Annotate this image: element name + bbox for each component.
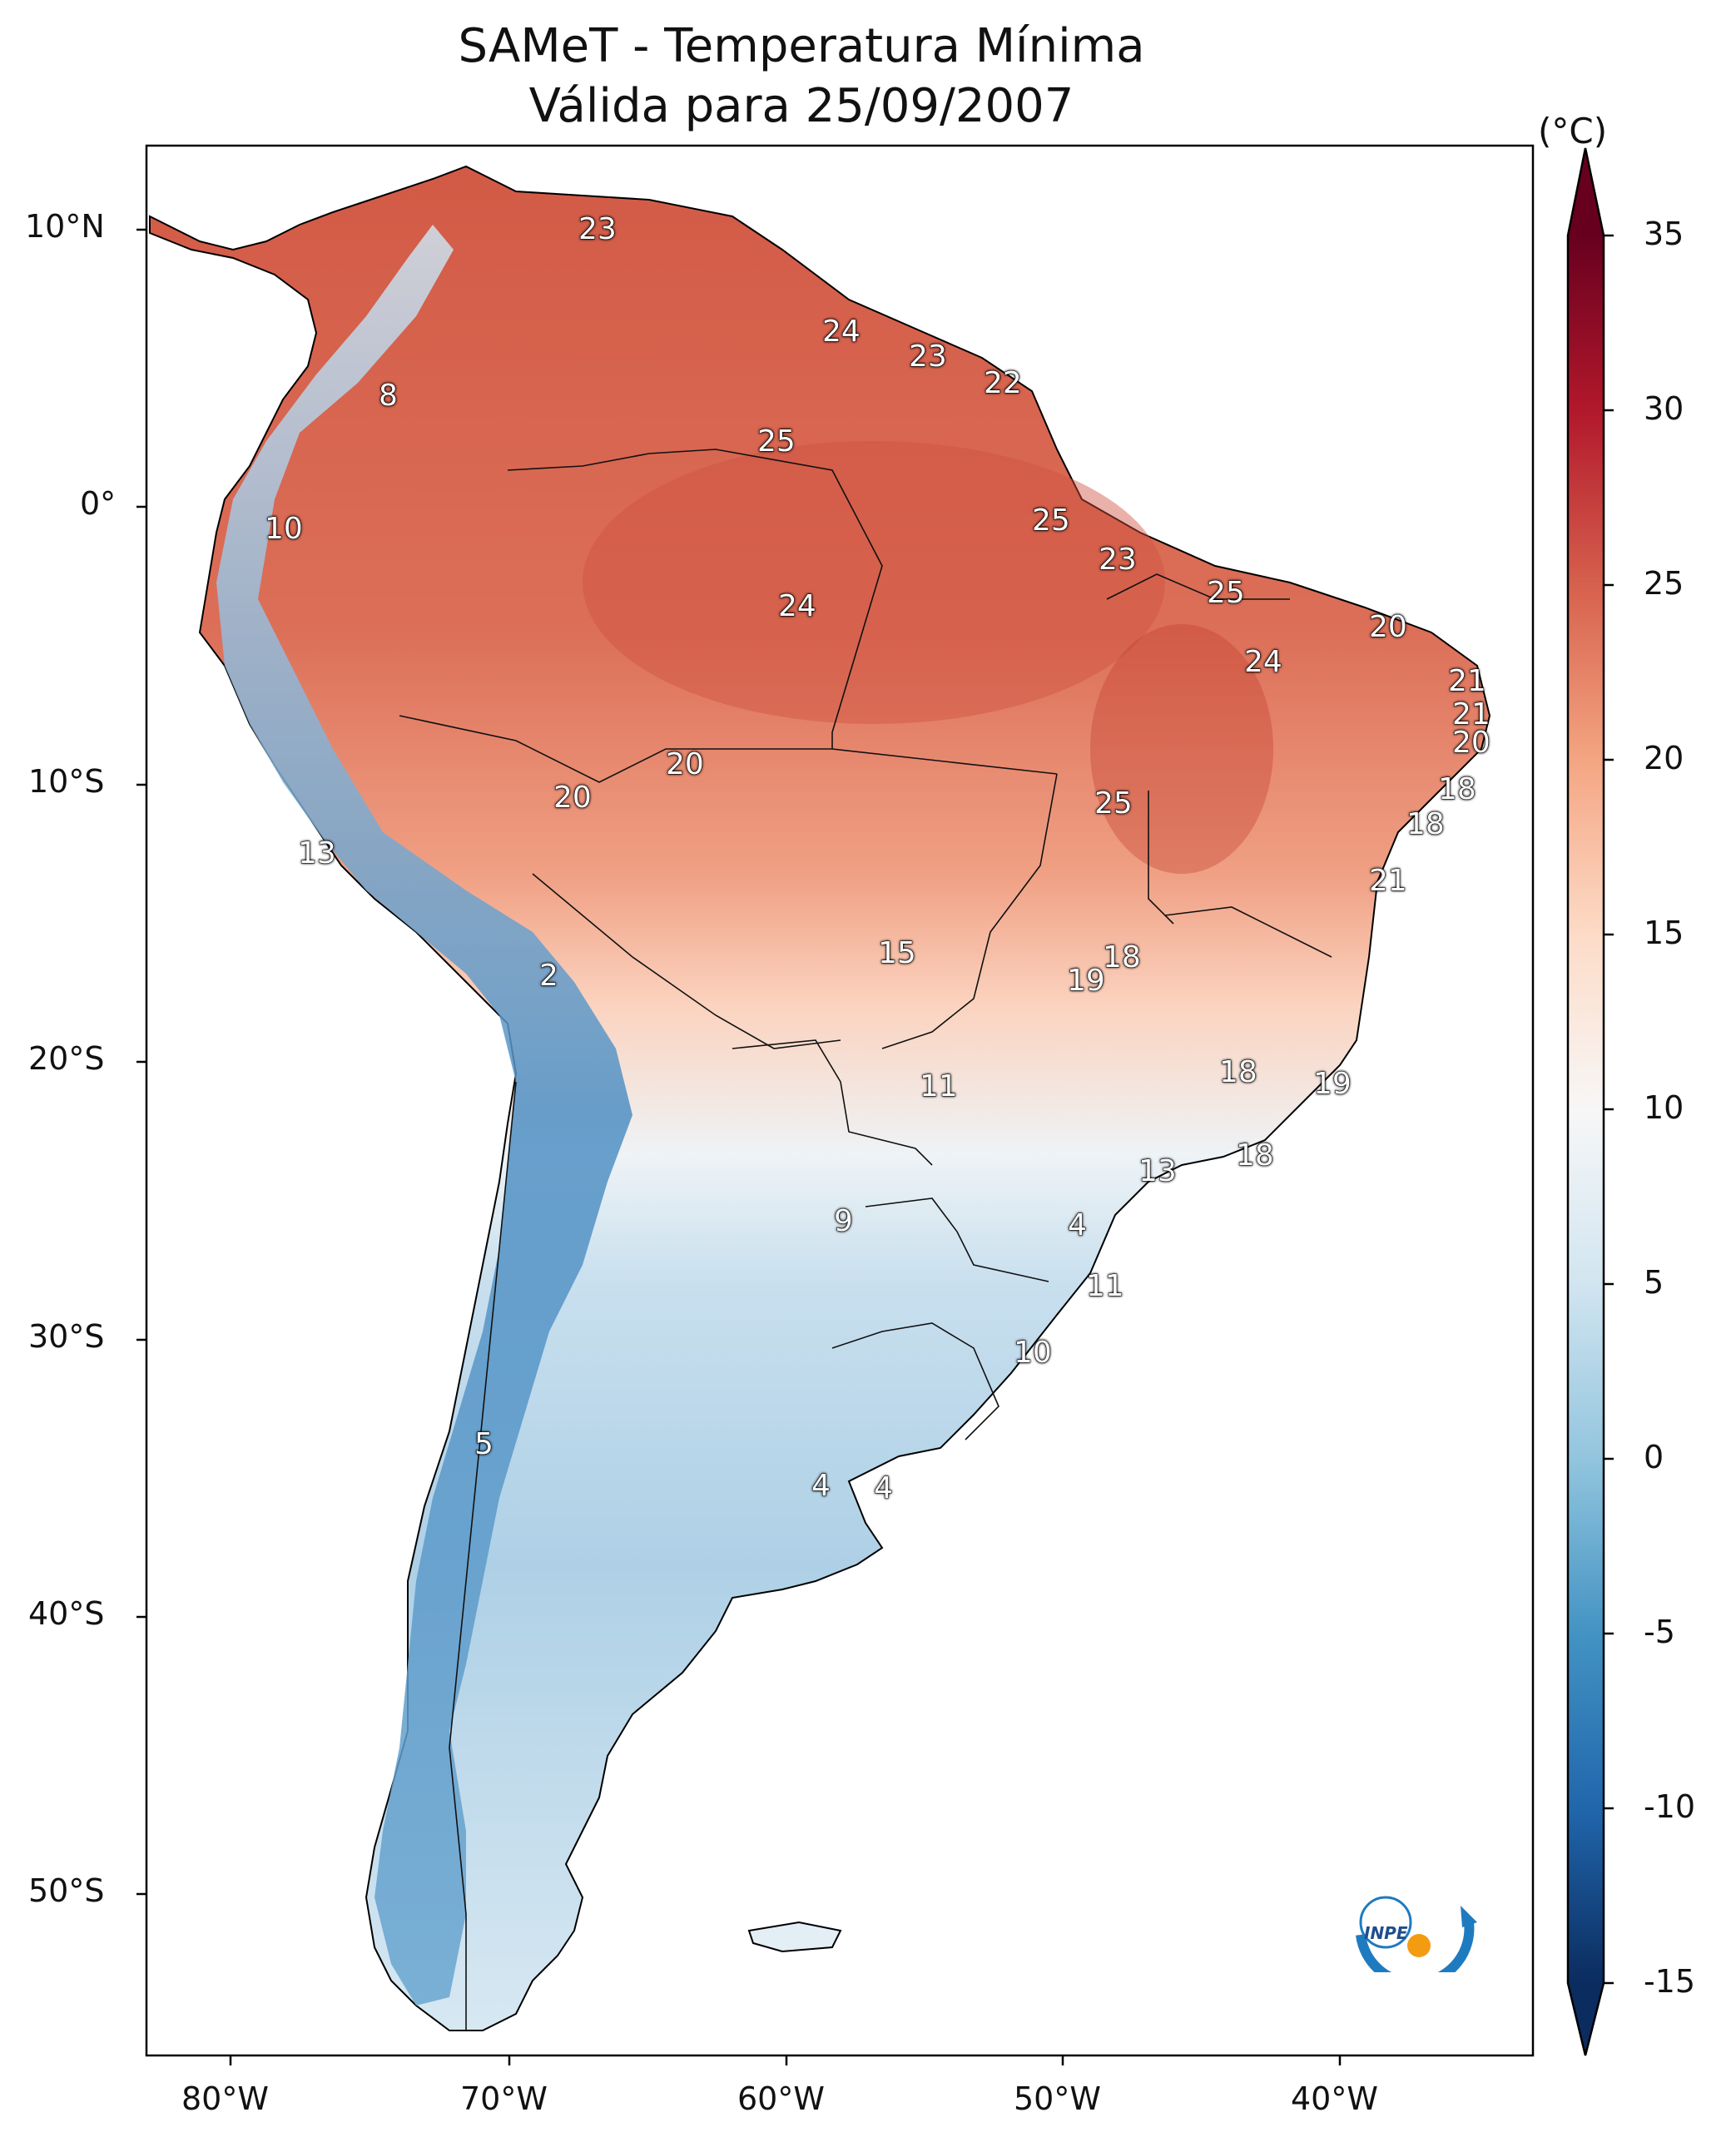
- title-line-2: Válida para 25/09/2007: [528, 79, 1074, 133]
- contour-label: 20: [553, 781, 593, 816]
- map-frame: [145, 144, 1535, 2057]
- contour-label: 4: [1068, 1208, 1088, 1243]
- contour-label: 15: [878, 936, 917, 971]
- colorbar-max-extend: [1568, 148, 1604, 236]
- colorbar-label: 30: [1644, 390, 1684, 427]
- warm-core-north: [583, 441, 1165, 724]
- lon-label: 50°W: [1014, 2080, 1101, 2117]
- colorbar-label: 20: [1644, 740, 1684, 776]
- contour-label: 13: [1138, 1154, 1178, 1189]
- contour-label: 24: [778, 589, 817, 624]
- colorbar-min-extend: [1568, 1983, 1604, 2055]
- contour-label: 20: [1369, 610, 1408, 645]
- lat-label: 20°S: [28, 1040, 105, 1077]
- falkland-islands: [747, 1921, 842, 1953]
- contour-label: 20: [666, 747, 705, 782]
- contour-label: 11: [1086, 1269, 1125, 1304]
- colorbar-label: 5: [1644, 1264, 1664, 1301]
- contour-label: 10: [1014, 1336, 1053, 1371]
- contour-label: 5: [474, 1427, 494, 1462]
- contour-label: 2: [539, 959, 559, 994]
- contour-label: 4: [874, 1471, 894, 1506]
- contour-label: 23: [909, 340, 948, 374]
- lat-label: 10°S: [28, 763, 105, 800]
- contour-label: 18: [1406, 807, 1446, 842]
- contour-label: 18: [1236, 1138, 1275, 1173]
- contour-label: 11: [920, 1069, 959, 1104]
- lon-label: 70°W: [460, 2080, 548, 2117]
- colorbar-label: 15: [1644, 915, 1684, 951]
- contour-label: 9: [834, 1204, 854, 1239]
- contour-label: 25: [1207, 576, 1246, 611]
- andes-cold-band: [216, 225, 632, 2006]
- contour-label: 10: [265, 512, 304, 547]
- inpe-logo-icon: INPE: [1356, 1896, 1477, 1972]
- colorbar-gradient: [1568, 236, 1604, 1983]
- contour-label: 25: [757, 424, 796, 459]
- colorbar-unit: (°C): [1538, 111, 1608, 151]
- contour-label: 23: [578, 212, 618, 247]
- colorbar-label: 10: [1644, 1089, 1684, 1126]
- lat-label: 0°: [80, 485, 117, 522]
- lon-label: 40°W: [1291, 2080, 1378, 2117]
- contour-label: 24: [822, 315, 861, 350]
- contour-label: 21: [1448, 664, 1487, 699]
- logo-text: INPE: [1364, 1923, 1408, 1943]
- contour-label: 20: [1452, 726, 1491, 761]
- contour-label: 18: [1438, 772, 1477, 807]
- contour-label: 13: [298, 836, 337, 871]
- contour-label: 23: [1099, 543, 1138, 578]
- lat-label: 40°S: [28, 1595, 105, 1632]
- contour-label: 8: [379, 379, 399, 414]
- contour-label: 19: [1313, 1067, 1352, 1102]
- lat-label: 30°S: [28, 1318, 105, 1355]
- colorbar-label: -15: [1644, 1963, 1696, 2000]
- contour-label: 21: [1369, 864, 1408, 899]
- lat-label: 50°S: [28, 1872, 105, 1909]
- lon-label: 80°W: [181, 2080, 269, 2117]
- colorbar-label: 35: [1644, 216, 1684, 252]
- lat-label: 10°N: [25, 208, 105, 245]
- lon-label: 60°W: [737, 2080, 825, 2117]
- contour-label: 24: [1244, 645, 1283, 680]
- colorbar-label: 25: [1644, 565, 1684, 602]
- axis-ticks: [136, 228, 1342, 2065]
- colorbar-label: 0: [1644, 1439, 1664, 1475]
- contour-label: 21: [1452, 697, 1491, 732]
- contour-label: 18: [1103, 940, 1142, 975]
- colorbar-label: -5: [1644, 1614, 1675, 1650]
- contour-label: 18: [1219, 1055, 1258, 1090]
- contour-label: 25: [1032, 503, 1071, 538]
- colorbar-label: -10: [1644, 1788, 1696, 1825]
- contour-label: 25: [1094, 786, 1133, 821]
- warm-core-east: [1090, 624, 1273, 874]
- contour-label: 22: [984, 366, 1023, 401]
- title-line-1: SAMeT - Temperatura Mínima: [458, 19, 1145, 73]
- country-borders: [399, 449, 1332, 2031]
- contour-label: 4: [811, 1469, 831, 1504]
- colorbar: [1566, 147, 1614, 2056]
- contour-label: 19: [1067, 964, 1106, 999]
